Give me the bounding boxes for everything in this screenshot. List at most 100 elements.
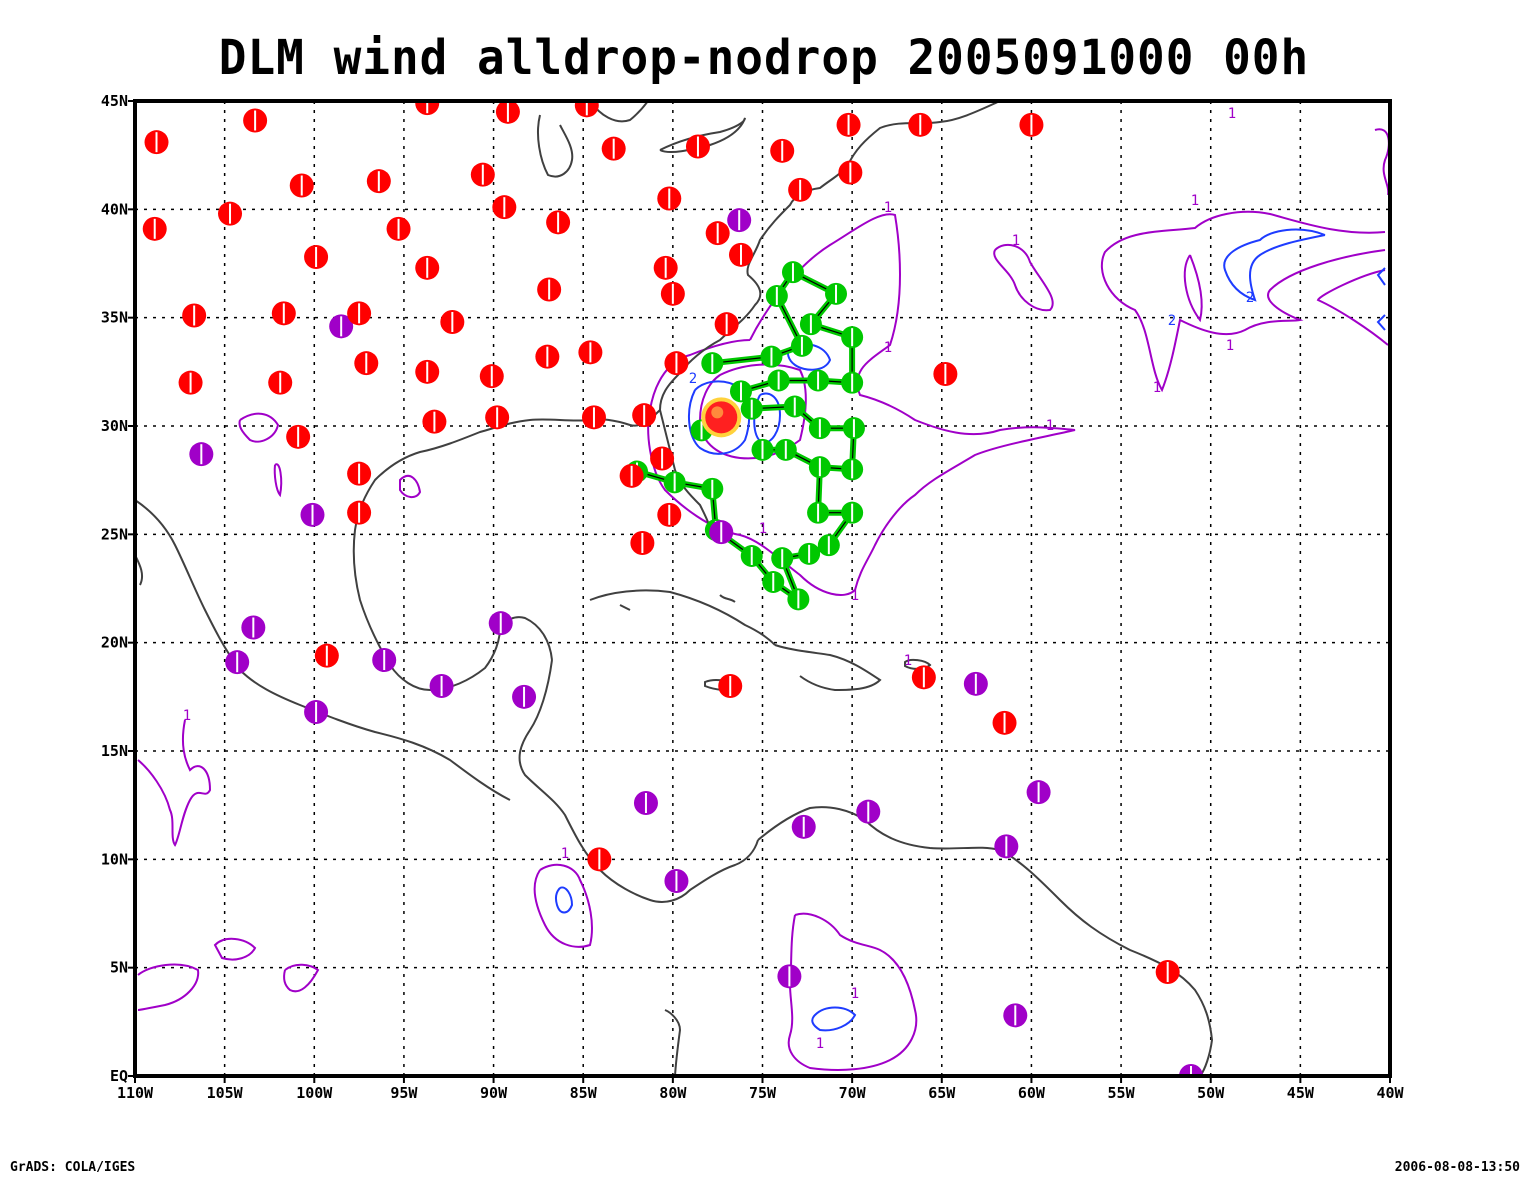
- raob-station: [578, 340, 603, 365]
- dropsonde-site: [808, 456, 831, 479]
- contour-1-central-america: [533, 863, 593, 948]
- raob-station: [836, 112, 861, 137]
- contour-label: 1: [816, 1036, 824, 1052]
- raob-station: [415, 359, 440, 384]
- other-station: [963, 671, 988, 696]
- footer-timestamp: 2006-08-08-13:50: [1394, 1160, 1520, 1175]
- contour-label: 1: [183, 708, 191, 724]
- contour-2-storm-b: [753, 392, 782, 444]
- lat-tick-label: 45N: [101, 92, 128, 110]
- dropsonde-site: [790, 334, 813, 357]
- raob-station: [415, 101, 440, 116]
- raob-station: [218, 201, 243, 226]
- lon-tick-label: 110W: [117, 1084, 154, 1102]
- coast-great-lakes-a: [589, 101, 649, 123]
- raob-station: [271, 301, 296, 326]
- dropsonde-site: [841, 326, 864, 349]
- raob-station: [601, 136, 626, 161]
- contour-label: 1: [1012, 233, 1020, 249]
- contour-label: 1: [1226, 338, 1234, 354]
- contour-label: 1: [851, 986, 859, 1002]
- contour-1-storm-outer: [647, 213, 1076, 596]
- raob-station: [718, 674, 743, 698]
- contour-label: 2: [1246, 290, 1254, 306]
- contour-1-pacific-south: [137, 963, 200, 1011]
- contour-1-mexico-oval: [273, 463, 283, 498]
- coast-colombia-pacific: [664, 1009, 682, 1076]
- lon-tick-label: 45W: [1287, 1084, 1315, 1102]
- lon-tick-label: 55W: [1108, 1084, 1136, 1102]
- raob-station: [770, 138, 795, 163]
- other-station: [1026, 780, 1051, 805]
- other-station: [429, 674, 454, 698]
- dropsonde-site: [774, 438, 797, 461]
- dropsonde-site: [807, 369, 830, 392]
- dropsonde-site: [783, 395, 806, 418]
- raob-station: [289, 173, 314, 198]
- other-station: [304, 700, 329, 724]
- dropsonde-site: [787, 588, 810, 611]
- raob-station: [714, 312, 739, 337]
- dropsonde-site: [663, 471, 686, 494]
- lon-tick-label: 90W: [480, 1084, 508, 1102]
- storm-core: [705, 401, 738, 434]
- contour-label: 1: [1228, 106, 1236, 122]
- raob-station: [386, 216, 411, 241]
- lon-tick-label: 50W: [1197, 1084, 1225, 1102]
- lon-tick-label: 70W: [839, 1084, 867, 1102]
- raob-station: [415, 255, 440, 280]
- raob-station: [660, 281, 685, 306]
- raob-station: [664, 351, 689, 376]
- contour-label: 1: [884, 340, 892, 356]
- lon-tick-label: 40W: [1376, 1084, 1404, 1102]
- dropsonde-site: [807, 501, 830, 524]
- raob-station: [685, 134, 710, 159]
- raob-station: [470, 162, 495, 187]
- dropsonde-site: [781, 261, 804, 284]
- other-station: [1178, 1064, 1203, 1076]
- coast-gulf: [352, 409, 661, 692]
- contour-2-central-america: [555, 886, 574, 914]
- raob-station: [705, 221, 730, 246]
- raob-station: [619, 463, 644, 488]
- contour-1-central: [993, 243, 1054, 312]
- raob-station: [788, 177, 813, 202]
- raob-station: [479, 364, 504, 389]
- plot-title: DLM wind alldrop-nodrop 2005091000 00h: [218, 28, 1310, 86]
- latitude-labels: 45N 40N 35N 30N 25N 20N 15N 10N 5N EQ: [101, 92, 135, 1085]
- coast-bahamas: [619, 594, 736, 611]
- lat-tick-label: 5N: [110, 959, 128, 977]
- other-station: [664, 869, 689, 893]
- storm-center-marker: [701, 397, 742, 438]
- other-station: [488, 611, 513, 636]
- other-station: [791, 814, 816, 839]
- contour-1-atlantic-ne: [1100, 210, 1386, 393]
- raob-station: [178, 370, 203, 395]
- raob-station: [422, 409, 447, 434]
- raob-station: [304, 245, 329, 269]
- raob-station: [268, 370, 293, 395]
- coast-puerto-rico: [904, 658, 932, 670]
- dropsonde-site: [841, 371, 864, 394]
- raob-station: [314, 643, 339, 668]
- lat-tick-label: 20N: [101, 634, 128, 652]
- dropsonde-site: [740, 397, 763, 420]
- lon-tick-label: 60W: [1018, 1084, 1046, 1102]
- lat-tick-label: 30N: [101, 417, 128, 435]
- storm-core-highlight: [711, 406, 724, 419]
- raob-station: [142, 216, 167, 241]
- dropsonde-site: [799, 313, 822, 336]
- raob-station: [574, 101, 599, 118]
- contour-label: 2: [689, 371, 697, 387]
- lon-tick-label: 80W: [659, 1084, 687, 1102]
- other-station: [372, 648, 397, 672]
- dropsonde-site: [740, 545, 763, 567]
- other-station: [709, 520, 734, 545]
- raob-station: [653, 255, 678, 280]
- lat-tick-label: 35N: [101, 309, 128, 327]
- other-station: [189, 442, 214, 467]
- dropsonde-site: [762, 571, 785, 593]
- raob-station: [581, 405, 606, 430]
- raob-station: [485, 405, 510, 430]
- raob-station: [495, 101, 520, 124]
